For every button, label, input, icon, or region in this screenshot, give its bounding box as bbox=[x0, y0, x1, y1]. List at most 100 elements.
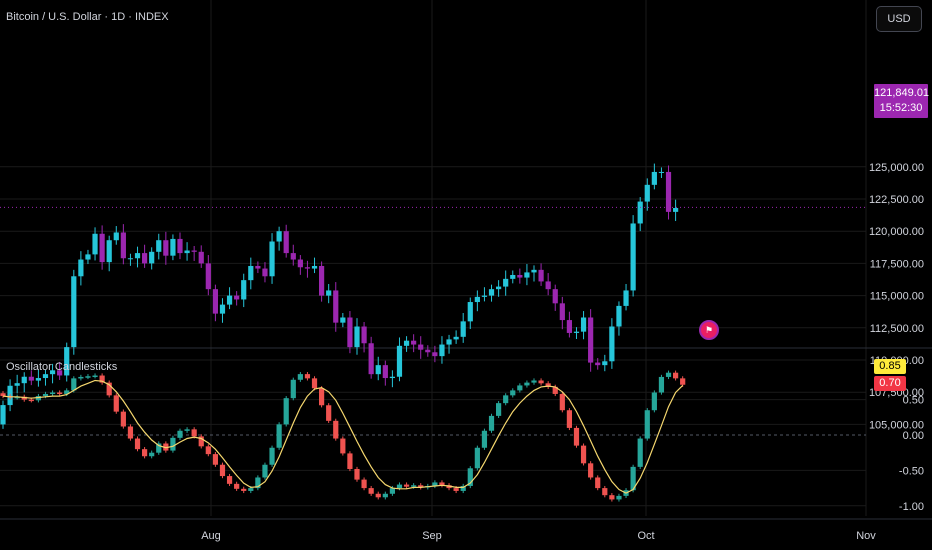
price-candle bbox=[134, 253, 141, 259]
osc-candle bbox=[290, 379, 296, 399]
price-candle bbox=[311, 265, 318, 269]
osc-candle bbox=[665, 372, 672, 377]
osc-candle bbox=[21, 396, 27, 400]
oscillator-value-badge: 0.70 bbox=[874, 376, 906, 391]
price-candle bbox=[149, 251, 155, 264]
price-axis-tick: 125,000.00 bbox=[869, 162, 924, 174]
osc-candle bbox=[602, 488, 608, 496]
price-candle bbox=[21, 376, 27, 384]
price-candle bbox=[163, 240, 169, 256]
currency-button[interactable]: USD bbox=[876, 6, 922, 32]
price-candle bbox=[283, 231, 289, 254]
price-candle bbox=[212, 289, 218, 314]
price-candle bbox=[432, 352, 438, 357]
price-candle bbox=[205, 263, 211, 290]
osc-candle bbox=[57, 392, 63, 395]
osc-candle bbox=[14, 396, 20, 399]
price-candle bbox=[262, 268, 268, 277]
osc-candle bbox=[0, 393, 6, 397]
price-candle bbox=[453, 336, 459, 340]
osc-candle bbox=[453, 488, 459, 491]
price-candle bbox=[439, 344, 445, 357]
price-candle bbox=[276, 231, 282, 242]
osc-candle bbox=[566, 410, 572, 428]
bar-countdown: 15:52:30 bbox=[879, 102, 923, 114]
osc-candle bbox=[411, 485, 417, 487]
osc-candle bbox=[531, 380, 537, 383]
osc-candle bbox=[644, 410, 650, 439]
osc-candle bbox=[35, 396, 41, 401]
price-candle bbox=[623, 290, 629, 306]
osc-candle bbox=[212, 454, 218, 465]
price-candle bbox=[347, 317, 353, 348]
price-axis-tick: 120,000.00 bbox=[869, 226, 924, 238]
osc-candle bbox=[368, 488, 374, 494]
price-candle bbox=[64, 347, 70, 376]
osc-candle bbox=[446, 485, 452, 489]
price-candle bbox=[467, 302, 473, 322]
time-axis-tick: Oct bbox=[637, 530, 654, 542]
price-axis-tick: 105,000.00 bbox=[869, 419, 924, 431]
osc-candle bbox=[326, 405, 332, 421]
grid bbox=[0, 0, 932, 520]
osc-candle bbox=[389, 488, 395, 494]
price-candle bbox=[92, 233, 98, 255]
price-candle bbox=[538, 269, 544, 282]
osc-candle bbox=[156, 443, 162, 453]
price-candle bbox=[403, 340, 410, 346]
osc-candle bbox=[120, 411, 126, 427]
osc-candle bbox=[234, 483, 240, 489]
price-candle bbox=[297, 259, 303, 268]
osc-candle bbox=[297, 374, 303, 380]
price-candle bbox=[552, 289, 558, 304]
osc-candle bbox=[219, 464, 226, 477]
osc-candle bbox=[637, 438, 643, 467]
osc-candle bbox=[28, 399, 34, 402]
price-candle bbox=[0, 405, 6, 425]
price-candle bbox=[595, 362, 601, 366]
price-candle bbox=[354, 326, 360, 348]
osc-candle bbox=[269, 447, 275, 465]
osc-candle bbox=[142, 449, 148, 457]
osc-candle bbox=[382, 493, 388, 498]
osc-candle bbox=[255, 477, 261, 489]
last-price-value: 121,849.01 bbox=[874, 87, 930, 99]
price-candle bbox=[644, 184, 650, 202]
price-candle bbox=[630, 223, 636, 291]
last-price-badge: 121,849.01 15:52:30 bbox=[874, 84, 930, 118]
osc-candle bbox=[580, 445, 587, 464]
osc-candle bbox=[340, 438, 346, 454]
price-candle bbox=[510, 274, 516, 279]
price-candle bbox=[609, 326, 615, 362]
price-candle bbox=[241, 280, 247, 300]
price-candle bbox=[496, 286, 502, 290]
price-candle bbox=[474, 296, 480, 303]
price-candle bbox=[665, 171, 672, 212]
osc-candle bbox=[361, 479, 367, 489]
osc-candle bbox=[127, 426, 134, 439]
osc-candle bbox=[354, 468, 360, 480]
price-candle bbox=[673, 208, 679, 212]
price-candle bbox=[524, 272, 530, 278]
osc-candle bbox=[319, 388, 325, 406]
osc-candle bbox=[49, 392, 56, 395]
price-candle bbox=[57, 370, 63, 376]
price-candle bbox=[191, 250, 197, 252]
us-flag-icon[interactable]: ⚑ bbox=[699, 320, 719, 340]
price-candle bbox=[602, 361, 608, 366]
price-candle bbox=[333, 290, 339, 323]
price-candle bbox=[99, 233, 105, 263]
price-candle bbox=[566, 320, 572, 333]
price-candle bbox=[120, 232, 126, 259]
osc-candle bbox=[545, 383, 551, 387]
price-candle bbox=[396, 345, 403, 377]
price-candle bbox=[14, 383, 20, 386]
price-candle bbox=[545, 281, 551, 290]
osc-candle bbox=[78, 376, 84, 379]
osc-candle bbox=[439, 482, 445, 486]
osc-candle bbox=[163, 443, 169, 451]
price-axis-tick: 122,500.00 bbox=[869, 194, 924, 206]
oscillator-signal-line bbox=[2, 379, 684, 494]
price-candle bbox=[85, 254, 91, 260]
